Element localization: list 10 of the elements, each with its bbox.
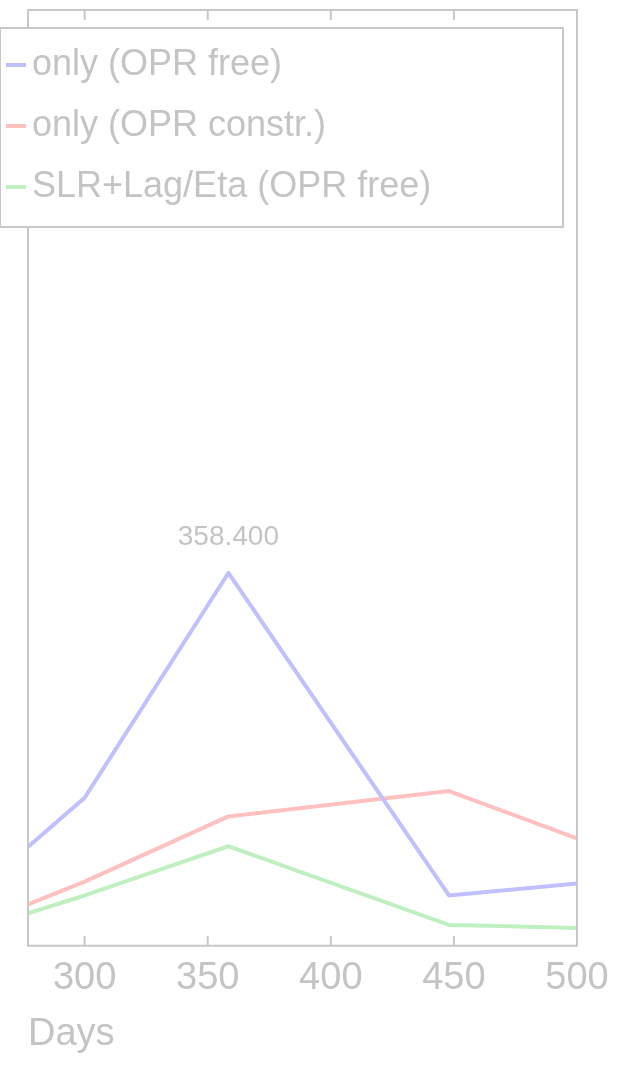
x-tick-label: 450 — [422, 955, 486, 998]
x-tick-label: 400 — [299, 955, 363, 998]
x-axis-title: Days — [28, 1010, 115, 1053]
legend-label: SLR+Lag/Eta (OPR free) — [32, 163, 432, 205]
x-tick-label: 300 — [52, 955, 117, 998]
legend-label: only (OPR constr.) — [32, 102, 327, 144]
x-tick-label: 350 — [176, 955, 240, 998]
x-tick-label: 500 — [545, 955, 609, 998]
annotation: 358.400 — [177, 519, 280, 551]
legend-label: only (OPR free) — [32, 41, 283, 83]
